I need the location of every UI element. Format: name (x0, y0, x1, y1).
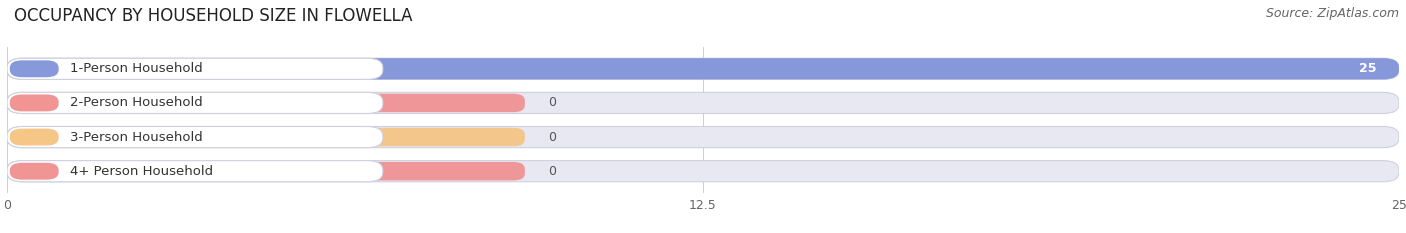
Text: 0: 0 (548, 165, 557, 178)
FancyBboxPatch shape (7, 127, 1399, 148)
FancyBboxPatch shape (7, 127, 382, 148)
Text: 0: 0 (548, 130, 557, 144)
FancyBboxPatch shape (7, 161, 1399, 182)
FancyBboxPatch shape (7, 92, 382, 113)
FancyBboxPatch shape (7, 92, 1399, 113)
Text: 4+ Person Household: 4+ Person Household (70, 165, 212, 178)
Text: 0: 0 (548, 96, 557, 110)
FancyBboxPatch shape (7, 58, 1399, 79)
FancyBboxPatch shape (7, 58, 1399, 79)
FancyBboxPatch shape (10, 163, 59, 180)
FancyBboxPatch shape (347, 162, 524, 180)
Text: Source: ZipAtlas.com: Source: ZipAtlas.com (1265, 7, 1399, 20)
Text: 25: 25 (1360, 62, 1376, 75)
FancyBboxPatch shape (7, 161, 382, 182)
Text: 2-Person Household: 2-Person Household (70, 96, 202, 110)
Text: 1-Person Household: 1-Person Household (70, 62, 202, 75)
Text: OCCUPANCY BY HOUSEHOLD SIZE IN FLOWELLA: OCCUPANCY BY HOUSEHOLD SIZE IN FLOWELLA (14, 7, 412, 25)
FancyBboxPatch shape (347, 94, 524, 112)
FancyBboxPatch shape (347, 128, 524, 146)
Text: 3-Person Household: 3-Person Household (70, 130, 202, 144)
FancyBboxPatch shape (10, 129, 59, 146)
FancyBboxPatch shape (10, 60, 59, 77)
FancyBboxPatch shape (7, 58, 382, 79)
FancyBboxPatch shape (10, 94, 59, 111)
